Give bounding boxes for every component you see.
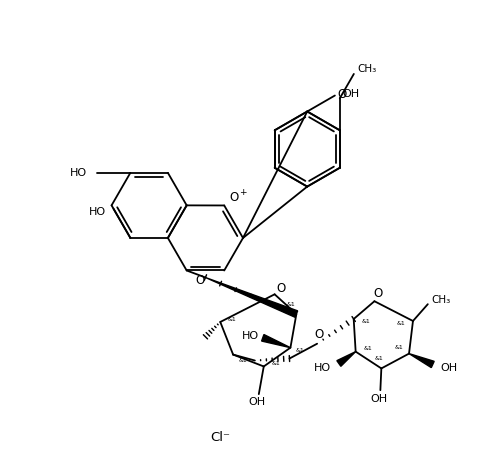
Polygon shape <box>261 335 291 348</box>
Text: &1: &1 <box>395 345 403 350</box>
Text: Cl⁻: Cl⁻ <box>210 431 230 444</box>
Text: +: + <box>239 188 247 197</box>
Text: O: O <box>374 287 383 300</box>
Text: O: O <box>314 329 324 341</box>
Text: CH₃: CH₃ <box>358 64 377 74</box>
Text: HO: HO <box>242 331 259 341</box>
Text: &1: &1 <box>397 321 405 327</box>
Text: OH: OH <box>248 397 265 407</box>
Text: OH: OH <box>343 89 360 99</box>
Text: O: O <box>276 282 285 295</box>
Polygon shape <box>337 352 356 366</box>
Text: &1: &1 <box>361 320 370 324</box>
Polygon shape <box>409 354 434 368</box>
Text: HO: HO <box>88 207 105 217</box>
Polygon shape <box>206 278 297 317</box>
Text: O: O <box>195 274 204 287</box>
Text: O: O <box>229 191 239 204</box>
Text: HO: HO <box>69 168 87 178</box>
Text: &1: &1 <box>296 348 305 353</box>
Text: &1: &1 <box>228 317 237 321</box>
Text: &1: &1 <box>287 302 296 307</box>
Text: &1: &1 <box>363 346 372 351</box>
Text: &1: &1 <box>271 361 280 366</box>
Text: CH₃: CH₃ <box>432 295 451 305</box>
Text: HO: HO <box>314 363 331 373</box>
Text: &1: &1 <box>239 358 247 363</box>
Text: OH: OH <box>371 394 388 404</box>
Text: OH: OH <box>441 363 458 373</box>
Text: O: O <box>337 88 347 101</box>
Text: &1: &1 <box>375 356 384 361</box>
